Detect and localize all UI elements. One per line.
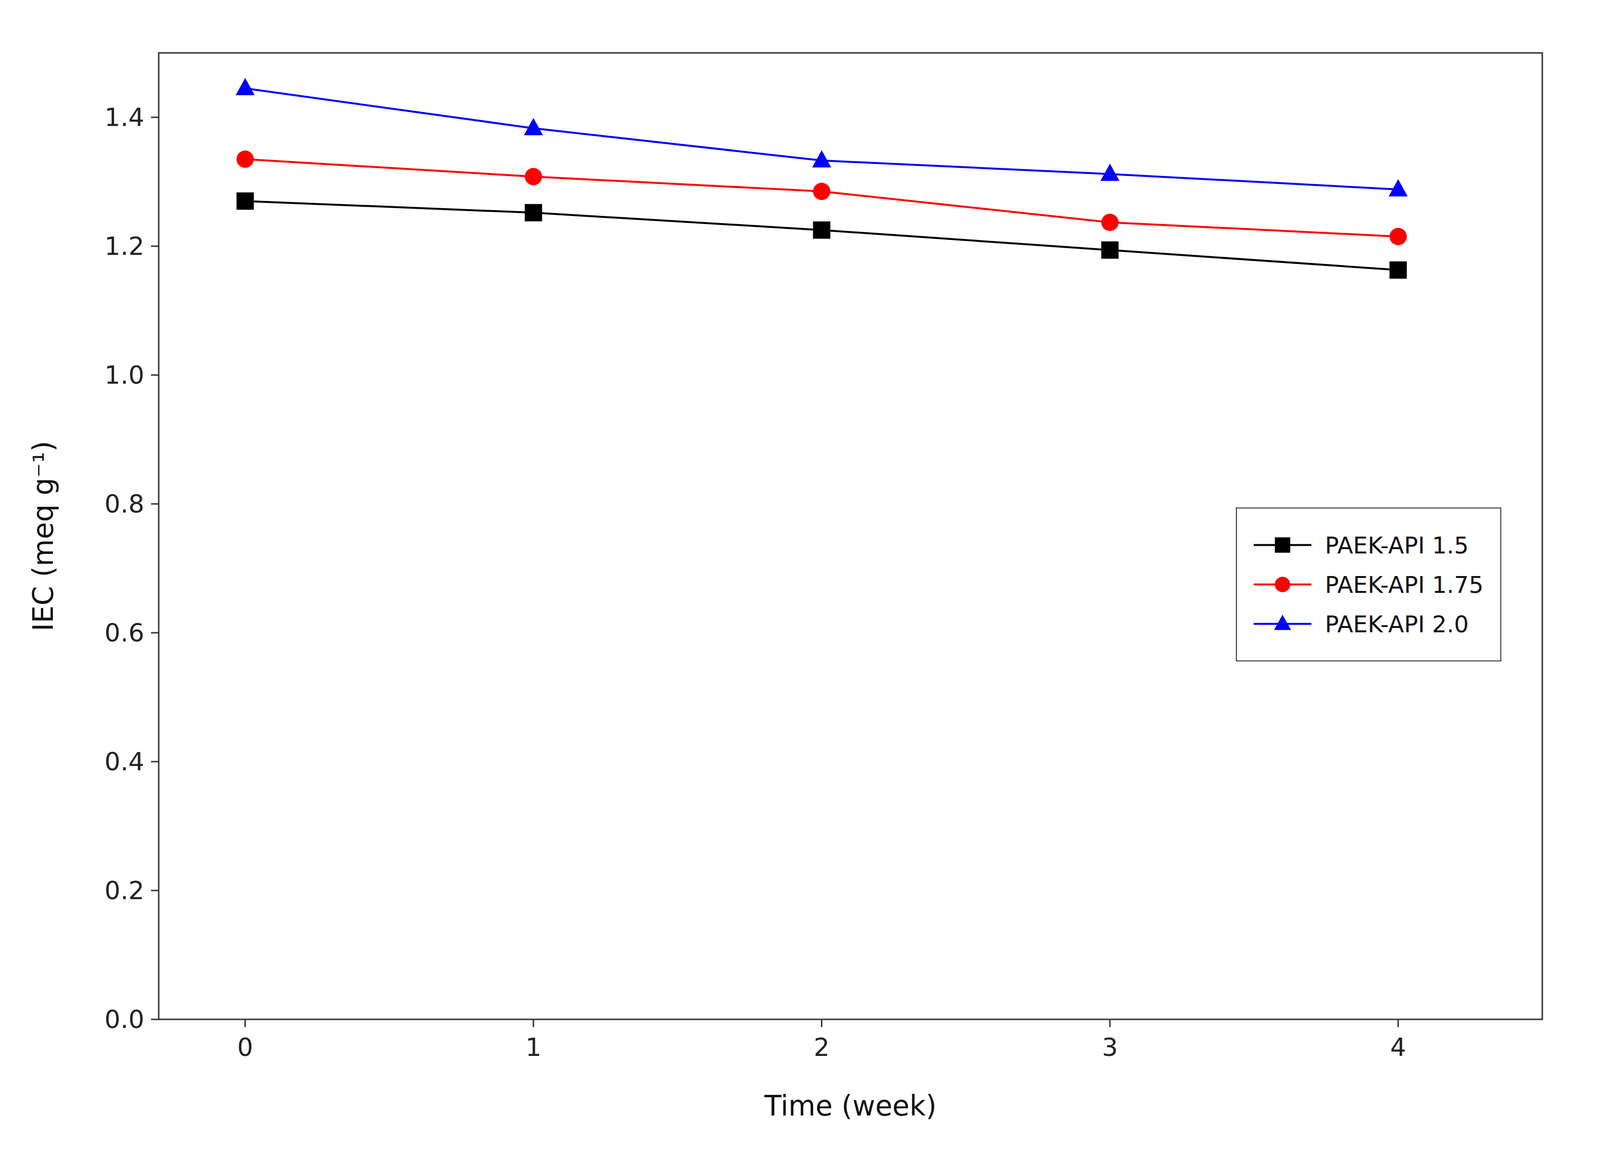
x-axis-label: Time (week) (763, 1089, 937, 1123)
point (812, 150, 832, 168)
series-line (245, 201, 1399, 270)
y-tick-label: 0.2 (104, 876, 145, 906)
y-axis-label: IEC (meq g⁻¹) (26, 440, 60, 632)
point (1389, 227, 1407, 246)
x-tick (820, 1019, 823, 1028)
plot-frame (158, 52, 1543, 1020)
point (813, 182, 831, 201)
y-tick-label: 1.2 (104, 231, 145, 261)
point (1101, 241, 1119, 259)
legend-box (1236, 508, 1501, 662)
x-tick-label: 0 (237, 1033, 253, 1062)
series (236, 192, 1408, 279)
x-tick (244, 1019, 246, 1028)
legend: PAEK-API 1.5 PAEK-API 1.75 PAEK-API 2.0 (1236, 508, 1501, 662)
legend-label: PAEK-API 1.75 (1324, 571, 1484, 599)
point (235, 77, 255, 96)
y-tick (151, 890, 159, 892)
series (236, 150, 1408, 246)
point (1388, 178, 1409, 197)
point (1101, 213, 1119, 231)
legend-marker (1274, 537, 1291, 554)
axes: 0 1 2 3 4 0.0 0.2 0.4 0.6 0.8 1.0 1.2 1.4 (104, 102, 1407, 1062)
series (235, 77, 1408, 197)
legend-label: PAEK-API 2.0 (1324, 610, 1469, 638)
legend-marker (1273, 614, 1291, 630)
point (813, 221, 831, 240)
point (236, 150, 254, 168)
point (524, 203, 542, 222)
x-tick-label: 3 (1101, 1033, 1118, 1062)
y-tick-label: 0.0 (104, 1005, 145, 1034)
y-tick (151, 632, 159, 634)
x-tick (532, 1019, 535, 1028)
y-tick-label: 0.4 (104, 747, 145, 777)
point (1100, 163, 1120, 181)
point (524, 167, 542, 186)
x-tick (1108, 1019, 1111, 1028)
chart: 0 1 2 3 4 0.0 0.2 0.4 0.6 0.8 1.0 1.2 1.4 Time (week)… (0, 0, 1600, 1154)
y-tick (151, 761, 159, 763)
legend-label: PAEK-API 1.5 (1324, 531, 1469, 559)
legend-marker (1274, 577, 1291, 593)
y-tick-label: 0.8 (104, 489, 145, 519)
y-tick (151, 1019, 159, 1021)
y-tick (151, 245, 159, 248)
x-tick-label: 1 (525, 1033, 542, 1062)
y-tick (151, 503, 159, 505)
x-tick-label: 4 (1390, 1033, 1407, 1062)
y-tick-label: 1.4 (104, 102, 145, 132)
plot-area (235, 77, 1408, 279)
series-line (245, 88, 1399, 190)
point (1389, 261, 1407, 279)
series-line (245, 159, 1399, 237)
y-tick (151, 116, 159, 119)
x-tick-label: 2 (813, 1033, 830, 1062)
point (236, 192, 254, 210)
y-tick (151, 374, 159, 377)
y-tick-label: 0.6 (104, 618, 145, 648)
y-tick-label: 1.0 (104, 360, 145, 390)
x-tick (1397, 1019, 1399, 1028)
point (523, 117, 543, 136)
